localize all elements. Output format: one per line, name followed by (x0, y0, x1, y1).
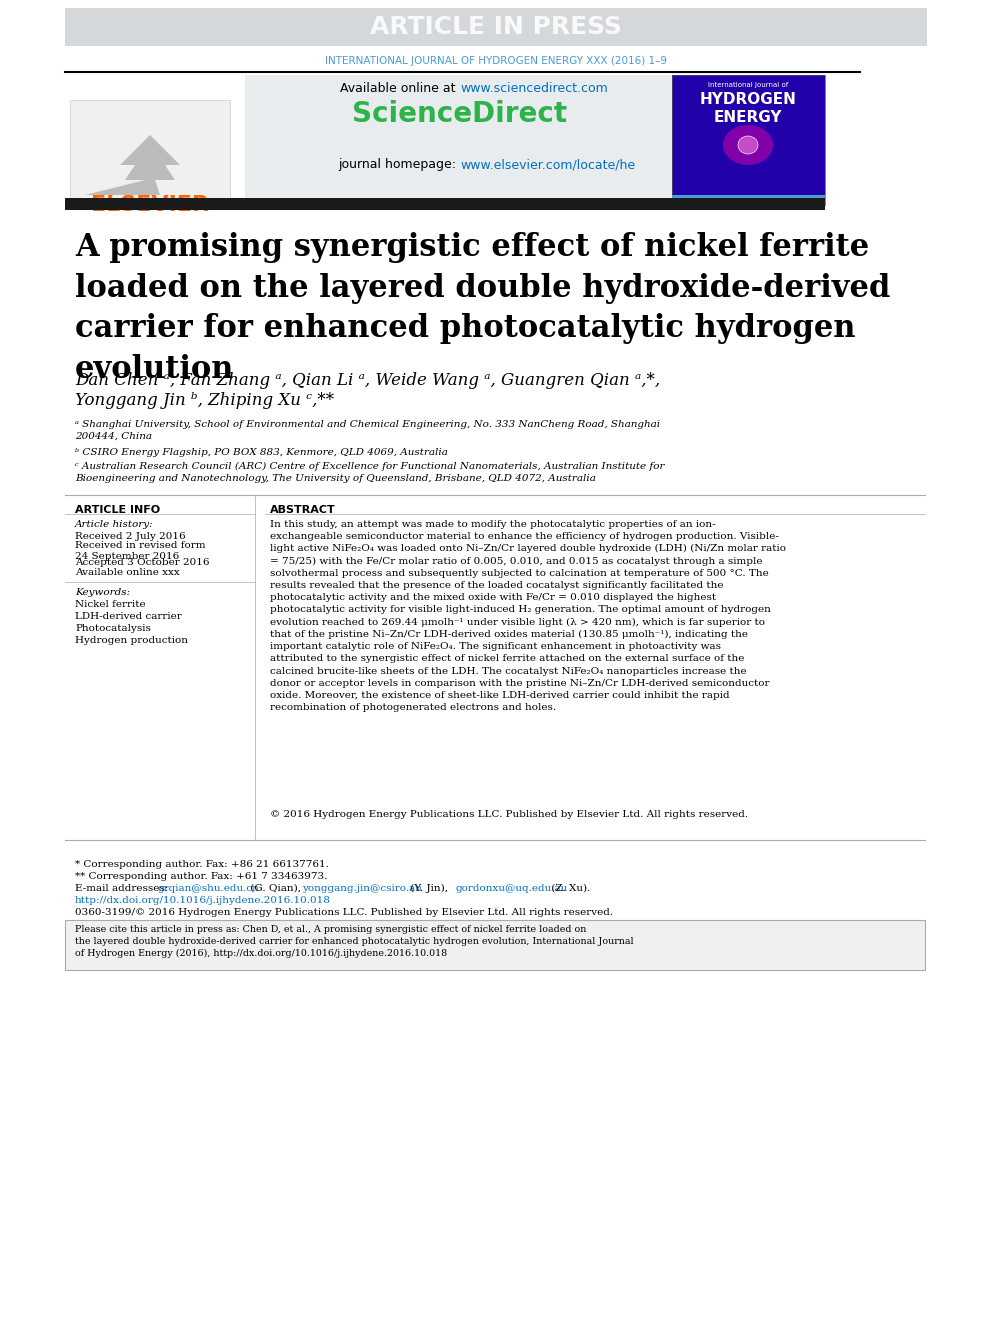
Bar (65, 198, 825, 210)
Text: gordonxu@uq.edu.au: gordonxu@uq.edu.au (455, 884, 567, 893)
Text: Received in revised form
24 September 2016: Received in revised form 24 September 20… (75, 541, 205, 561)
Text: (Z. Xu).: (Z. Xu). (548, 884, 590, 893)
Text: LDH-derived carrier: LDH-derived carrier (75, 613, 182, 620)
Text: 0360-3199/© 2016 Hydrogen Energy Publications LLC. Published by Elsevier Ltd. Al: 0360-3199/© 2016 Hydrogen Energy Publica… (75, 908, 613, 917)
Text: Keywords:: Keywords: (75, 587, 130, 597)
Text: INTERNATIONAL JOURNAL OF HYDROGEN ENERGY XXX (2016) 1–9: INTERNATIONAL JOURNAL OF HYDROGEN ENERGY… (325, 56, 667, 66)
Text: E-mail addresses:: E-mail addresses: (75, 884, 172, 893)
Text: ELSEVIER: ELSEVIER (91, 194, 209, 216)
Text: ᶜ Australian Research Council (ARC) Centre of Excellence for Functional Nanomate: ᶜ Australian Research Council (ARC) Cent… (75, 462, 665, 483)
Bar (245, 75, 675, 205)
Text: Hydrogen production: Hydrogen production (75, 636, 188, 646)
Text: * Corresponding author. Fax: +86 21 66137761.: * Corresponding author. Fax: +86 21 6613… (75, 860, 329, 869)
Text: Please cite this article in press as: Chen D, et al., A promising synergistic ef: Please cite this article in press as: Ch… (75, 925, 634, 958)
Text: ᵇ CSIRO Energy Flagship, PO BOX 883, Kenmore, QLD 4069, Australia: ᵇ CSIRO Energy Flagship, PO BOX 883, Ken… (75, 448, 447, 456)
Text: HYDROGEN: HYDROGEN (699, 93, 797, 107)
Text: Dan Chen ᵃ, Fan Zhang ᵃ, Qian Li ᵃ, Weide Wang ᵃ, Guangren Qian ᵃ,*,: Dan Chen ᵃ, Fan Zhang ᵃ, Qian Li ᵃ, Weid… (75, 372, 660, 389)
Text: In this study, an attempt was made to modify the photocatalytic properties of an: In this study, an attempt was made to mo… (270, 520, 786, 712)
Ellipse shape (723, 124, 773, 165)
Text: Accepted 3 October 2016: Accepted 3 October 2016 (75, 558, 209, 568)
Text: Available online at: Available online at (340, 82, 460, 95)
Text: International Journal of: International Journal of (708, 82, 788, 89)
Text: yonggang.jin@csiro.au: yonggang.jin@csiro.au (302, 884, 422, 893)
Text: Received 2 July 2016: Received 2 July 2016 (75, 532, 186, 541)
Text: (Y. Jin),: (Y. Jin), (407, 884, 451, 893)
Text: journal homepage:: journal homepage: (338, 157, 460, 171)
Text: Article history:: Article history: (75, 520, 154, 529)
Bar (672, 75, 825, 205)
Bar (70, 101, 230, 200)
Text: ABSTRACT: ABSTRACT (270, 505, 335, 515)
Text: ARTICLE INFO: ARTICLE INFO (75, 505, 160, 515)
Text: www.sciencedirect.com: www.sciencedirect.com (460, 82, 608, 95)
Bar (65, 8, 927, 46)
Text: A promising synergistic effect of nickel ferrite
loaded on the layered double hy: A promising synergistic effect of nickel… (75, 232, 891, 385)
Text: (G. Qian),: (G. Qian), (247, 884, 305, 893)
Text: ᵃ Shanghai University, School of Environmental and Chemical Engineering, No. 333: ᵃ Shanghai University, School of Environ… (75, 419, 660, 441)
Text: Nickel ferrite: Nickel ferrite (75, 601, 146, 609)
Text: Available online xxx: Available online xxx (75, 568, 180, 577)
Text: ScienceDirect: ScienceDirect (352, 101, 567, 128)
Text: ENERGY: ENERGY (714, 110, 783, 124)
Polygon shape (85, 135, 180, 194)
Text: ** Corresponding author. Fax: +61 7 33463973.: ** Corresponding author. Fax: +61 7 3346… (75, 872, 327, 881)
Text: www.elsevier.com/locate/he: www.elsevier.com/locate/he (460, 157, 635, 171)
Ellipse shape (738, 136, 758, 153)
Bar (672, 194, 825, 205)
Bar (65, 919, 925, 970)
Text: Yonggang Jin ᵇ, Zhiping Xu ᶜ,**: Yonggang Jin ᵇ, Zhiping Xu ᶜ,** (75, 392, 334, 409)
Text: © 2016 Hydrogen Energy Publications LLC. Published by Elsevier Ltd. All rights r: © 2016 Hydrogen Energy Publications LLC.… (270, 810, 748, 819)
Text: grqian@shu.edu.cn: grqian@shu.edu.cn (157, 884, 259, 893)
Bar (672, 75, 825, 205)
Text: Photocatalysis: Photocatalysis (75, 624, 151, 632)
Text: ARTICLE IN PRESS: ARTICLE IN PRESS (370, 15, 622, 38)
Text: http://dx.doi.org/10.1016/j.ijhydene.2016.10.018: http://dx.doi.org/10.1016/j.ijhydene.201… (75, 896, 331, 905)
